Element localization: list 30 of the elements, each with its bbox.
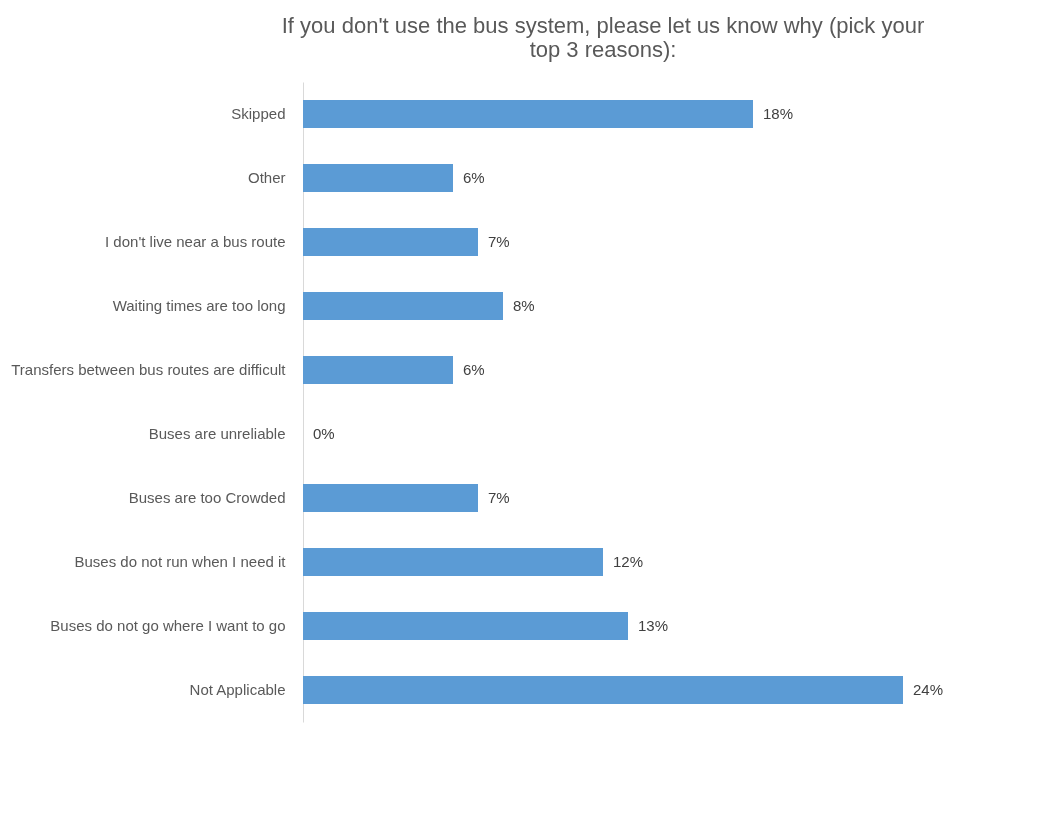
data-label: 0%	[313, 425, 335, 442]
bar	[303, 164, 453, 192]
data-label: 13%	[638, 617, 669, 634]
data-label: 6%	[463, 361, 485, 378]
bar	[303, 548, 603, 576]
data-label: 7%	[488, 233, 510, 250]
bar	[303, 612, 628, 640]
data-label: 7%	[488, 489, 510, 506]
y-tick-label: I don't live near a bus route	[105, 233, 286, 250]
data-label: 6%	[463, 169, 485, 186]
y-tick-label: Not Applicable	[189, 681, 286, 698]
y-tick-label: Buses do not go where I want to go	[50, 617, 286, 634]
data-label: 24%	[913, 681, 944, 698]
bar	[303, 292, 503, 320]
data-label: 12%	[613, 553, 644, 570]
bar	[303, 228, 478, 256]
y-tick-label: Buses are unreliable	[148, 425, 286, 442]
bar	[303, 100, 753, 128]
data-label: 8%	[513, 297, 535, 314]
bar	[303, 484, 478, 512]
data-label: 18%	[763, 105, 794, 122]
y-tick-label: Buses do not run when I need it	[74, 553, 287, 570]
bar	[303, 676, 903, 704]
y-tick-label: Waiting times are too long	[112, 297, 286, 314]
bar	[303, 356, 453, 384]
y-tick-label: Other	[247, 169, 286, 186]
y-tick-label: Buses are too Crowded	[128, 489, 286, 506]
y-tick-label: Skipped	[231, 105, 286, 122]
y-tick-label: Transfers between bus routes are difficult	[11, 361, 287, 378]
chart-title: If you don't use the bus system, please let us know why (pick your top 3 reasons):	[281, 13, 925, 62]
